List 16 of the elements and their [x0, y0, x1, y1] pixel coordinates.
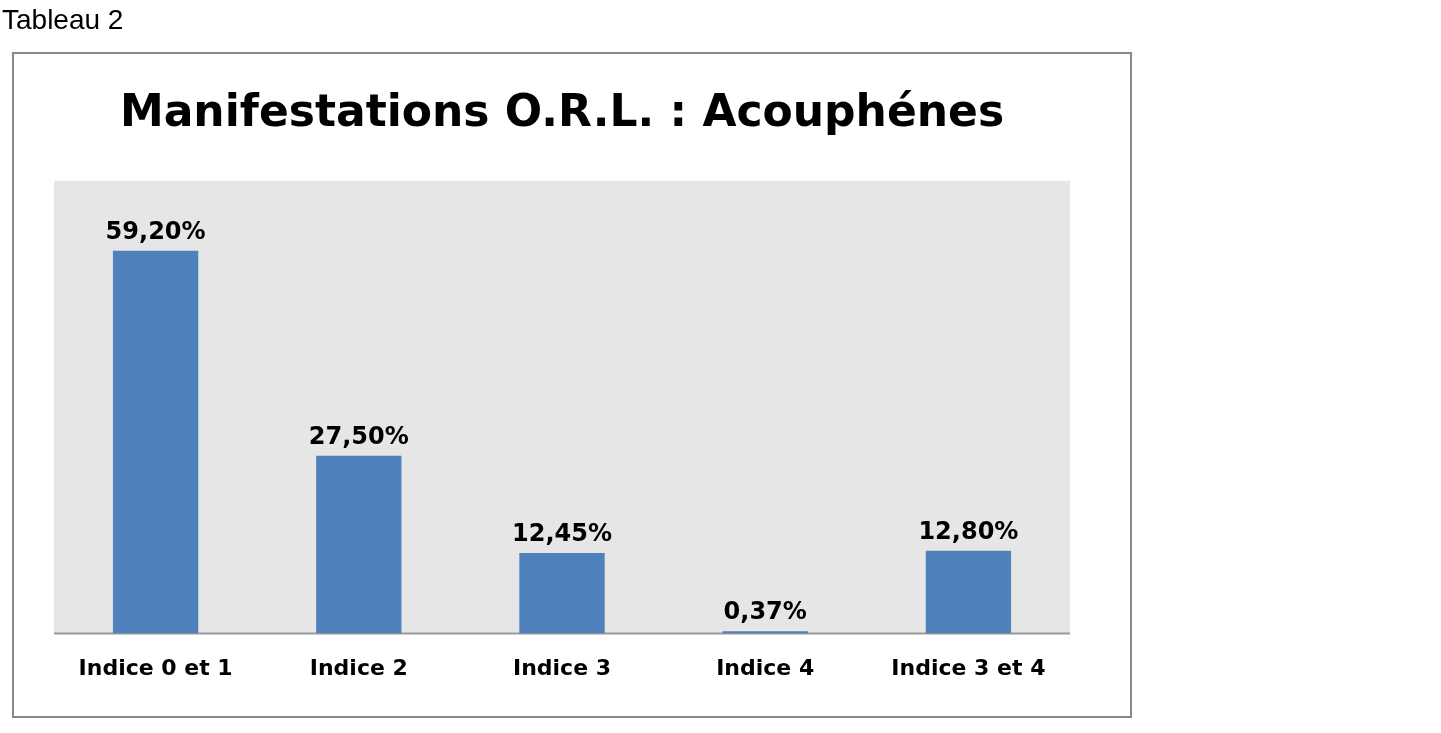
chart-title: Manifestations O.R.L. : Acouphénes	[119, 84, 1005, 136]
bar	[925, 550, 1012, 634]
x-tick-label: Indice 2	[309, 654, 408, 680]
x-tick-label: Indice 4	[716, 654, 815, 680]
data-label: 12,45%	[512, 519, 612, 548]
bar	[112, 250, 199, 634]
bar	[316, 455, 402, 634]
data-label: 0,37%	[723, 597, 807, 626]
bar	[519, 553, 605, 634]
text: Tableau 2	[2, 4, 124, 36]
data-label: 27,50%	[308, 421, 409, 450]
x-tick-label: Indice 0 et 1	[78, 654, 233, 680]
x-tick-label: Indice 3 et 4	[891, 654, 1046, 680]
data-label: 12,80%	[918, 517, 1019, 546]
x-tick-label: Indice 3	[512, 654, 612, 680]
data-label: 59,20%	[105, 216, 206, 245]
